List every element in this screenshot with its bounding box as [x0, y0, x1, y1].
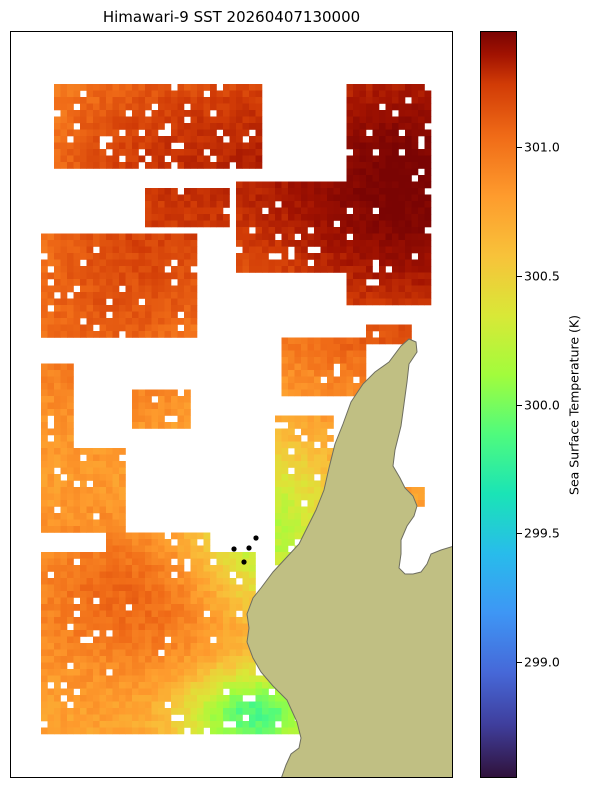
colorbar-tick-label: 300.0 [524, 397, 560, 412]
map-title: Himawari-9 SST 20260407130000 [102, 8, 361, 26]
colorbar-tick-label: 301.0 [524, 139, 560, 155]
station-marker [253, 535, 259, 541]
colorbar-tick [517, 533, 522, 535]
sst-map [41, 84, 452, 777]
colorbar-tick-label: 299.5 [524, 525, 560, 541]
colorbar-tick [517, 404, 522, 406]
colorbar-label: Sea Surface Temperature (K) [566, 315, 582, 495]
colorbar-tick [517, 146, 522, 148]
station-markers [231, 535, 259, 565]
colorbar-tick [517, 662, 522, 664]
station-marker [241, 559, 247, 565]
colorbar-tick-label: 300.5 [524, 268, 560, 284]
station-marker [246, 545, 252, 551]
land-coastline [246, 338, 452, 777]
colorbar-tick [517, 275, 522, 277]
map-panel [10, 31, 453, 778]
colorbar [480, 31, 517, 778]
sst-field [41, 84, 432, 735]
station-marker [231, 546, 237, 552]
colorbar-tick-label: 299.0 [524, 654, 560, 670]
